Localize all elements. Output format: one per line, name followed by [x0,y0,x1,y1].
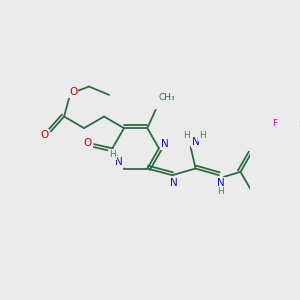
Text: O: O [83,137,92,148]
Text: N: N [115,157,123,167]
Text: H: H [109,150,116,159]
Text: N: N [192,137,200,147]
Text: O: O [40,130,48,140]
Text: F: F [298,120,300,129]
Text: O: O [69,86,77,97]
Text: N: N [161,139,169,149]
Text: H: H [217,187,224,196]
Text: N: N [170,178,178,188]
Text: F: F [299,140,300,148]
Text: N: N [217,178,224,188]
Text: F: F [272,118,277,127]
Text: H: H [199,131,206,140]
Text: H: H [183,131,190,140]
Text: CH₃: CH₃ [159,92,175,101]
